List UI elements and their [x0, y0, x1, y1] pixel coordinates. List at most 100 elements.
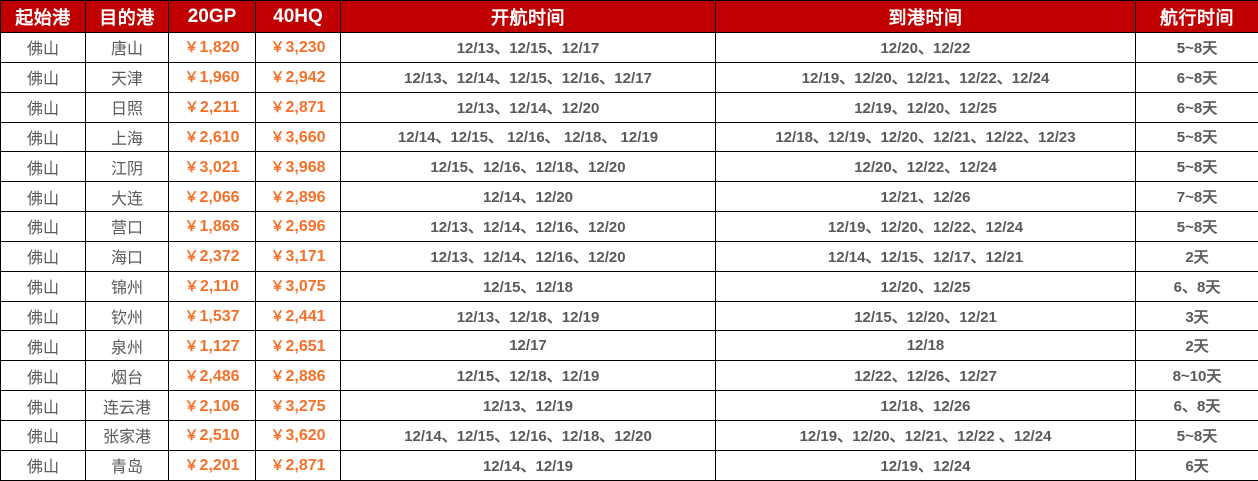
cell-origin-port: 佛山	[1, 212, 86, 242]
cell-arrival-dates: 12/20、12/22、12/24	[716, 152, 1136, 182]
cell-voyage-time: 5~8天	[1136, 212, 1258, 242]
cell-origin-port: 佛山	[1, 152, 86, 182]
cell-price-40hq: ￥2,942	[256, 62, 341, 92]
price-amount: 2,211	[200, 99, 239, 116]
cell-arrival-dates: 12/18	[716, 331, 1136, 361]
yen-symbol-icon: ￥	[270, 427, 284, 443]
price-amount: 2,871	[285, 99, 325, 116]
column-header-destination-port: 目的港	[86, 1, 169, 33]
cell-departure-dates: 12/13、12/19	[341, 391, 716, 421]
cell-arrival-dates: 12/21、12/26	[716, 182, 1136, 212]
cell-departure-dates: 12/15、12/16、12/18、12/20	[341, 152, 716, 182]
cell-price-40hq: ￥3,075	[256, 271, 341, 301]
cell-price-40hq: ￥3,660	[256, 122, 341, 152]
cell-destination-port: 青岛	[86, 450, 169, 480]
yen-symbol-icon: ￥	[184, 218, 198, 234]
yen-symbol-icon: ￥	[270, 457, 284, 473]
cell-arrival-dates: 12/19、12/24	[716, 450, 1136, 480]
price-amount: 2,066	[199, 189, 239, 206]
price-amount: 2,886	[285, 368, 325, 385]
table-header: 起始港 目的港 20GP 40HQ 开航时间 到港时间 航行时间	[1, 1, 1258, 33]
price-amount: 2,510	[199, 427, 239, 444]
cell-price-40hq: ￥3,275	[256, 391, 341, 421]
cell-price-40hq: ￥2,871	[256, 450, 341, 480]
cell-price-40hq: ￥3,968	[256, 152, 341, 182]
cell-destination-port: 烟台	[86, 361, 169, 391]
cell-price-20gp: ￥2,110	[169, 271, 256, 301]
cell-departure-dates: 12/13、12/14、12/20	[341, 92, 716, 122]
cell-price-40hq: ￥2,696	[256, 212, 341, 242]
price-amount: 2,942	[285, 69, 325, 86]
yen-symbol-icon: ￥	[184, 69, 198, 85]
cell-price-40hq: ￥2,651	[256, 331, 341, 361]
yen-symbol-icon: ￥	[270, 39, 284, 55]
cell-origin-port: 佛山	[1, 361, 86, 391]
cell-arrival-dates: 12/14、12/15、12/17、12/21	[716, 241, 1136, 271]
cell-voyage-time: 7~8天	[1136, 182, 1258, 212]
price-amount: 3,275	[285, 398, 325, 415]
price-amount: 3,021	[199, 159, 239, 176]
cell-arrival-dates: 12/20、12/25	[716, 271, 1136, 301]
cell-price-20gp: ￥1,127	[169, 331, 256, 361]
cell-voyage-time: 6、8天	[1136, 391, 1258, 421]
cell-departure-dates: 12/13、12/14、12/16、12/20	[341, 241, 716, 271]
yen-symbol-icon: ￥	[270, 248, 284, 264]
yen-symbol-icon: ￥	[184, 427, 198, 443]
column-header-origin-port: 起始港	[1, 1, 86, 33]
cell-destination-port: 锦州	[86, 271, 169, 301]
yen-symbol-icon: ￥	[184, 398, 198, 414]
price-amount: 1,960	[199, 69, 239, 86]
cell-destination-port: 营口	[86, 212, 169, 242]
yen-symbol-icon: ￥	[185, 278, 199, 294]
cell-voyage-time: 8~10天	[1136, 361, 1258, 391]
cell-voyage-time: 3天	[1136, 301, 1258, 331]
cell-price-20gp: ￥2,486	[169, 361, 256, 391]
yen-symbol-icon: ￥	[270, 129, 284, 145]
cell-arrival-dates: 12/22、12/26、12/27	[716, 361, 1136, 391]
cell-departure-dates: 12/13、12/15、12/17	[341, 33, 716, 63]
cell-arrival-dates: 12/18、12/19、12/20、12/21、12/22、12/23	[716, 122, 1136, 152]
price-amount: 2,651	[285, 338, 325, 355]
price-amount: 1,537	[199, 308, 239, 325]
cell-price-40hq: ￥3,230	[256, 33, 341, 63]
cell-price-20gp: ￥1,866	[169, 212, 256, 242]
cell-price-20gp: ￥1,537	[169, 301, 256, 331]
cell-destination-port: 钦州	[86, 301, 169, 331]
price-amount: 1,866	[199, 218, 239, 235]
cell-price-20gp: ￥2,510	[169, 420, 256, 450]
yen-symbol-icon: ￥	[184, 248, 198, 264]
cell-origin-port: 佛山	[1, 301, 86, 331]
column-header-departure-time: 开航时间	[341, 1, 716, 33]
price-amount: 2,610	[199, 129, 239, 146]
cell-voyage-time: 6~8天	[1136, 92, 1258, 122]
cell-arrival-dates: 12/19、12/20、12/21、12/22 、12/24	[716, 420, 1136, 450]
cell-origin-port: 佛山	[1, 241, 86, 271]
yen-symbol-icon: ￥	[184, 129, 198, 145]
cell-price-40hq: ￥2,886	[256, 361, 341, 391]
cell-arrival-dates: 12/20、12/22	[716, 33, 1136, 63]
cell-price-20gp: ￥2,201	[169, 450, 256, 480]
yen-symbol-icon: ￥	[184, 368, 198, 384]
cell-price-40hq: ￥2,441	[256, 301, 341, 331]
cell-destination-port: 日照	[86, 92, 169, 122]
cell-departure-dates: 12/13、12/14、12/16、12/20	[341, 212, 716, 242]
cell-destination-port: 海口	[86, 241, 169, 271]
column-header-voyage-time: 航行时间	[1136, 1, 1258, 33]
yen-symbol-icon: ￥	[270, 189, 284, 205]
price-amount: 3,968	[285, 159, 325, 176]
cell-departure-dates: 12/15、12/18	[341, 271, 716, 301]
cell-price-20gp: ￥2,211	[169, 92, 256, 122]
cell-departure-dates: 12/13、12/18、12/19	[341, 301, 716, 331]
